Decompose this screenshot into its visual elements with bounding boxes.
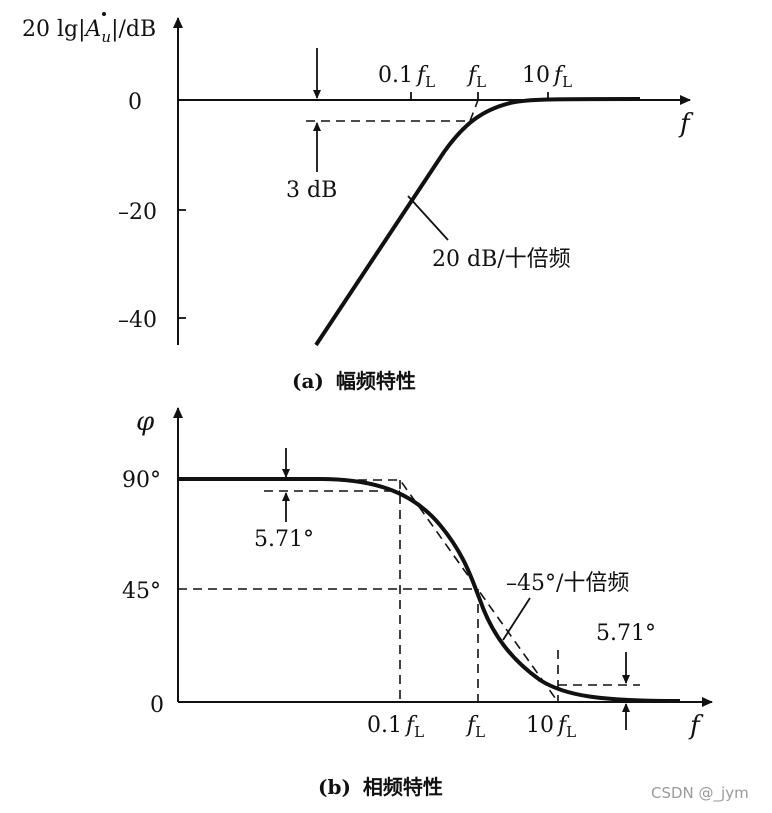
phase-x-axis-label: f (688, 711, 704, 741)
left-5p71-annotation: 5.71° (254, 527, 314, 552)
magnitude-y-axis-label: 20 lg|Au|/dB (22, 17, 156, 46)
phase-y-tick-label: 90° (122, 468, 161, 493)
magnitude-freq-label-0p1fl: 0.1 fL (378, 63, 435, 91)
magnitude-x-axis-label: f (678, 109, 694, 139)
csdn-watermark: CSDN @_jym (651, 784, 749, 803)
phase-slope-annotation: –45°/十倍频 (506, 571, 629, 596)
phase-y-axis-label: φ (136, 407, 155, 437)
magnitude-freq-label-10fl: 10 fL (522, 63, 572, 91)
magnitude-y-tick-label: –20 (118, 200, 157, 225)
phase-slope-pointer (502, 597, 531, 641)
corner-asymptote-dashed (469, 99, 479, 122)
slope-pointer-line (407, 195, 449, 241)
magnitude-y-tick-label: 0 (128, 90, 142, 115)
phase-caption: (b) 相频特性 (318, 775, 443, 799)
phase-y-tick-label: 45° (122, 579, 161, 604)
magnitude-panel: 20 lg|Au|/dB 0 –20 –40 0.1 fL fL 10 fL f 3… (22, 12, 694, 393)
magnitude-slope-annotation: 20 dB/十倍频 (432, 247, 571, 272)
phase-asymptote-dashed (178, 479, 559, 703)
phase-y-tick-label: 0 (150, 693, 164, 718)
right-5p71-annotation: 5.71° (596, 621, 656, 646)
phase-freq-label-fl: fL (465, 713, 485, 741)
phase-freq-label-0p1fl: 0.1 fL (367, 713, 424, 741)
3db-annotation: 3 dB (286, 178, 337, 203)
a-dot-accent (102, 12, 106, 16)
magnitude-response-curve (314, 97, 641, 347)
magnitude-caption: (a) 幅频特性 (292, 369, 416, 393)
phase-response-curve (178, 477, 681, 703)
phase-panel: φ 90° 45° 0 5.71° 5.71° –45°/十倍频 0.1 fL f… (122, 407, 713, 799)
magnitude-y-tick-label: –40 (118, 308, 157, 333)
phase-freq-label-10fl: 10 fL (526, 713, 576, 741)
magnitude-freq-label-fl: fL (466, 63, 486, 91)
